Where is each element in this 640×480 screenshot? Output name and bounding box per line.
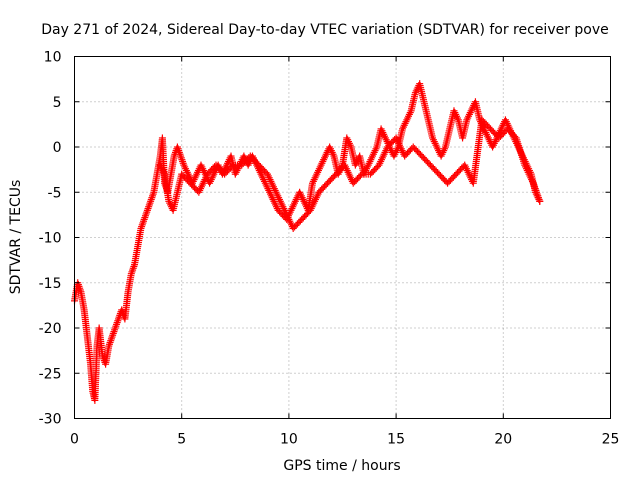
data-point-marker [536,197,544,205]
y-tick-label: 5 [53,95,62,111]
y-tick-label: -20 [39,321,62,337]
chart-title: Day 271 of 2024, Sidereal Day-to-day VTE… [41,22,609,38]
y-tick-label: 10 [44,50,62,66]
data-point-marker [228,163,236,171]
x-tick-label: 15 [387,432,405,448]
y-tick-label: -30 [39,412,62,428]
axis-ticks: 0 5 10 15 20 25 -30 -25 -20 -15 -10 -5 0 5 10 [39,50,620,448]
x-tick-label: 0 [70,432,79,448]
data-point-marker [356,172,364,180]
y-tick-label: -5 [48,185,62,201]
x-axis-label: GPS time / hours [283,458,400,474]
y-tick-label: -25 [39,366,62,382]
x-tick-label: 25 [602,432,620,448]
x-tick-label: 5 [177,432,186,448]
grid [74,56,611,419]
y-tick-label: -15 [39,276,62,292]
x-tick-label: 20 [494,432,512,448]
y-axis-label: SDTVAR / TECUs [8,180,24,295]
y-tick-label: -10 [39,231,62,247]
y-tick-label: 0 [53,140,62,156]
x-tick-label: 10 [280,432,298,448]
data-points [71,80,544,404]
